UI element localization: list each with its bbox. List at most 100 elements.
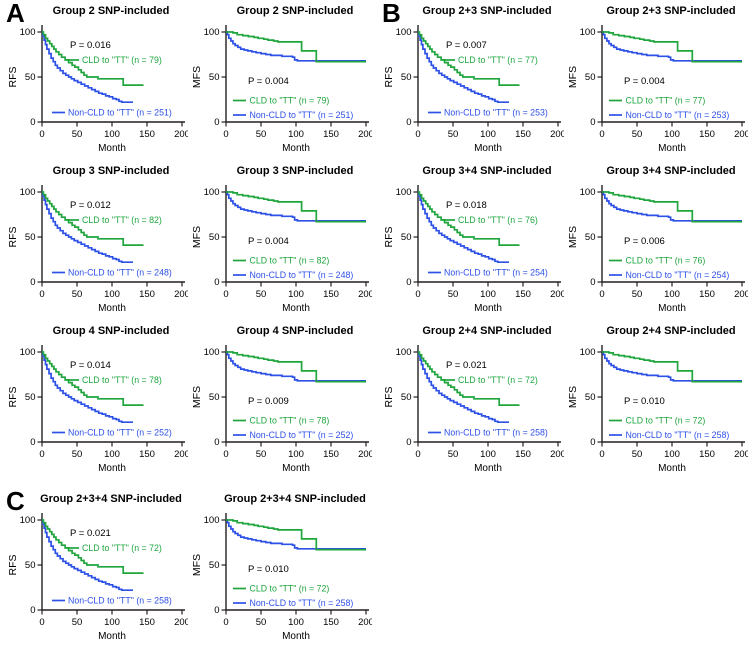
x-axis-label: Month xyxy=(282,631,310,642)
x-tick-label: 200 xyxy=(174,289,188,300)
x-tick-label: 150 xyxy=(323,449,339,460)
x-tick-label: 200 xyxy=(358,449,372,460)
plot-title: Group 3+4 SNP-included xyxy=(422,165,552,177)
y-axis-label: MFS xyxy=(567,66,579,88)
x-tick-label: 0 xyxy=(223,129,228,140)
legend-cld: CLD to "TT" (n = 79) xyxy=(82,55,162,65)
axis-lines xyxy=(41,513,185,611)
kaplan-meier-chart: 0 50 100 0 50 100 150 200 Month MFS P = 0.004 CLD t… xyxy=(191,25,374,154)
noncld-curve xyxy=(602,351,742,382)
x-tick-label: 50 xyxy=(256,289,267,300)
plot-title: Group 3 SNP-included xyxy=(52,165,170,177)
x-tick-label: 0 xyxy=(39,617,44,628)
x-axis-label: Month xyxy=(658,143,686,154)
kaplan-meier-chart: 0 50 100 0 50 100 150 200 Month RFS P = 0.007 CLD t… xyxy=(383,25,566,154)
y-axis-label: RFS xyxy=(7,387,19,408)
y-tick-label: 100 xyxy=(580,347,596,358)
x-tick-label: 100 xyxy=(104,449,120,460)
x-axis-label: Month xyxy=(658,463,686,474)
y-tick-label: 50 xyxy=(209,232,220,243)
y-tick-label: 100 xyxy=(20,347,36,358)
legend-noncld: Non-CLD to "TT" (n = 251) xyxy=(250,110,354,120)
cld-curve xyxy=(226,191,366,223)
x-tick-label: 50 xyxy=(632,129,643,140)
y-tick-label: 0 xyxy=(214,117,219,128)
x-tick-label: 0 xyxy=(415,129,420,140)
p-value: P = 0.004 xyxy=(248,76,289,87)
y-axis-label: MFS xyxy=(191,386,203,408)
cld-curve xyxy=(226,351,366,383)
x-tick-label: 50 xyxy=(72,617,83,628)
noncld-curve xyxy=(226,31,366,62)
cld-curve xyxy=(602,351,742,383)
x-tick-label: 0 xyxy=(415,449,420,460)
y-tick-label: 100 xyxy=(204,27,220,38)
p-value: P = 0.007 xyxy=(446,40,487,51)
x-tick-label: 200 xyxy=(734,449,748,460)
km-plot: Group 3 SNP-included 0 50 100 0 50 100 150 200 Mo… xyxy=(190,164,374,322)
p-value: P = 0.018 xyxy=(446,200,487,211)
plot-title: Group 2+3+4 SNP-included xyxy=(40,493,182,505)
cld-curve xyxy=(602,31,742,63)
legend-cld: CLD to "TT" (n = 72) xyxy=(82,543,162,553)
y-tick-label: 50 xyxy=(209,560,220,571)
x-tick-label: 0 xyxy=(223,617,228,628)
kaplan-meier-chart: 0 50 100 0 50 100 150 200 Month MFS P = 0.004 CLD t… xyxy=(567,25,750,154)
x-tick-label: 50 xyxy=(632,449,643,460)
y-tick-label: 0 xyxy=(30,117,35,128)
y-tick-label: 50 xyxy=(401,392,412,403)
y-tick-label: 50 xyxy=(25,392,36,403)
kaplan-meier-chart: 0 50 100 0 50 100 150 200 Month RFS P = 0.021 CLD t… xyxy=(383,345,566,474)
kaplan-meier-chart: 0 50 100 0 50 100 150 200 Month RFS P = 0.016 CLD t… xyxy=(7,25,190,154)
y-tick-label: 100 xyxy=(396,187,412,198)
kaplan-meier-chart: 0 50 100 0 50 100 150 200 Month RFS P = 0.018 CLD t… xyxy=(383,185,566,314)
y-axis-label: RFS xyxy=(383,387,395,408)
x-tick-label: 50 xyxy=(448,129,459,140)
plot-title: Group 4 SNP-included xyxy=(52,325,170,337)
plot-title: Group 2+4 SNP-included xyxy=(606,325,736,337)
x-tick-label: 50 xyxy=(448,449,459,460)
y-tick-label: 100 xyxy=(20,187,36,198)
km-plot: Group 2+3 SNP-included 0 50 100 0 50 100 150 200… xyxy=(566,4,750,162)
y-tick-label: 100 xyxy=(20,27,36,38)
y-tick-label: 0 xyxy=(30,277,35,288)
y-tick-label: 50 xyxy=(25,232,36,243)
y-tick-label: 0 xyxy=(590,437,595,448)
plot-title: Group 3+4 SNP-included xyxy=(606,165,736,177)
p-value: P = 0.004 xyxy=(248,236,289,247)
y-tick-label: 0 xyxy=(406,437,411,448)
x-tick-label: 150 xyxy=(139,449,155,460)
axis-lines xyxy=(225,25,369,123)
km-plot: Group 3 SNP-included 0 50 100 0 50 100 150 200 Mo… xyxy=(6,164,190,322)
x-tick-label: 50 xyxy=(72,289,83,300)
axis-lines xyxy=(41,345,185,443)
plot-title: Group 2 SNP-included xyxy=(236,5,354,17)
x-axis-label: Month xyxy=(98,631,126,642)
panel-c-plot-grid: Group 2+3+4 SNP-included 0 50 100 0 50 100 150 2… xyxy=(0,488,376,650)
axis-lines xyxy=(601,345,745,443)
x-tick-label: 200 xyxy=(734,289,748,300)
x-tick-label: 150 xyxy=(699,289,715,300)
p-value: P = 0.016 xyxy=(70,40,111,51)
legend-cld: CLD to "TT" (n = 78) xyxy=(250,416,330,426)
x-tick-label: 100 xyxy=(104,289,120,300)
noncld-curve xyxy=(602,191,742,222)
x-tick-label: 100 xyxy=(104,617,120,628)
legend-noncld: Non-CLD to "TT" (n = 248) xyxy=(68,268,172,278)
y-axis-label: MFS xyxy=(191,226,203,248)
axis-lines xyxy=(601,25,745,123)
panel-a-label: A xyxy=(6,0,25,28)
noncld-curve xyxy=(417,351,509,424)
x-tick-label: 0 xyxy=(223,449,228,460)
x-tick-label: 50 xyxy=(632,289,643,300)
y-axis-label: MFS xyxy=(567,226,579,248)
plot-title: Group 2+3+4 SNP-included xyxy=(224,493,366,505)
panel-c-label: C xyxy=(6,486,25,516)
x-tick-label: 50 xyxy=(256,129,267,140)
y-tick-label: 0 xyxy=(214,277,219,288)
axis-lines xyxy=(225,513,369,611)
cld-curve xyxy=(602,191,742,223)
panel-c: C Group 2+3+4 SNP-included 0 50 100 0 50 100 15… xyxy=(0,488,376,650)
legend-noncld: Non-CLD to "TT" (n = 253) xyxy=(626,110,730,120)
x-axis-label: Month xyxy=(658,303,686,314)
